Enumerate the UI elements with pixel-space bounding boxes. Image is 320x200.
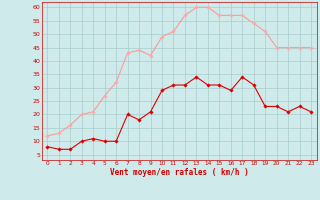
X-axis label: Vent moyen/en rafales ( km/h ): Vent moyen/en rafales ( km/h ): [110, 168, 249, 177]
